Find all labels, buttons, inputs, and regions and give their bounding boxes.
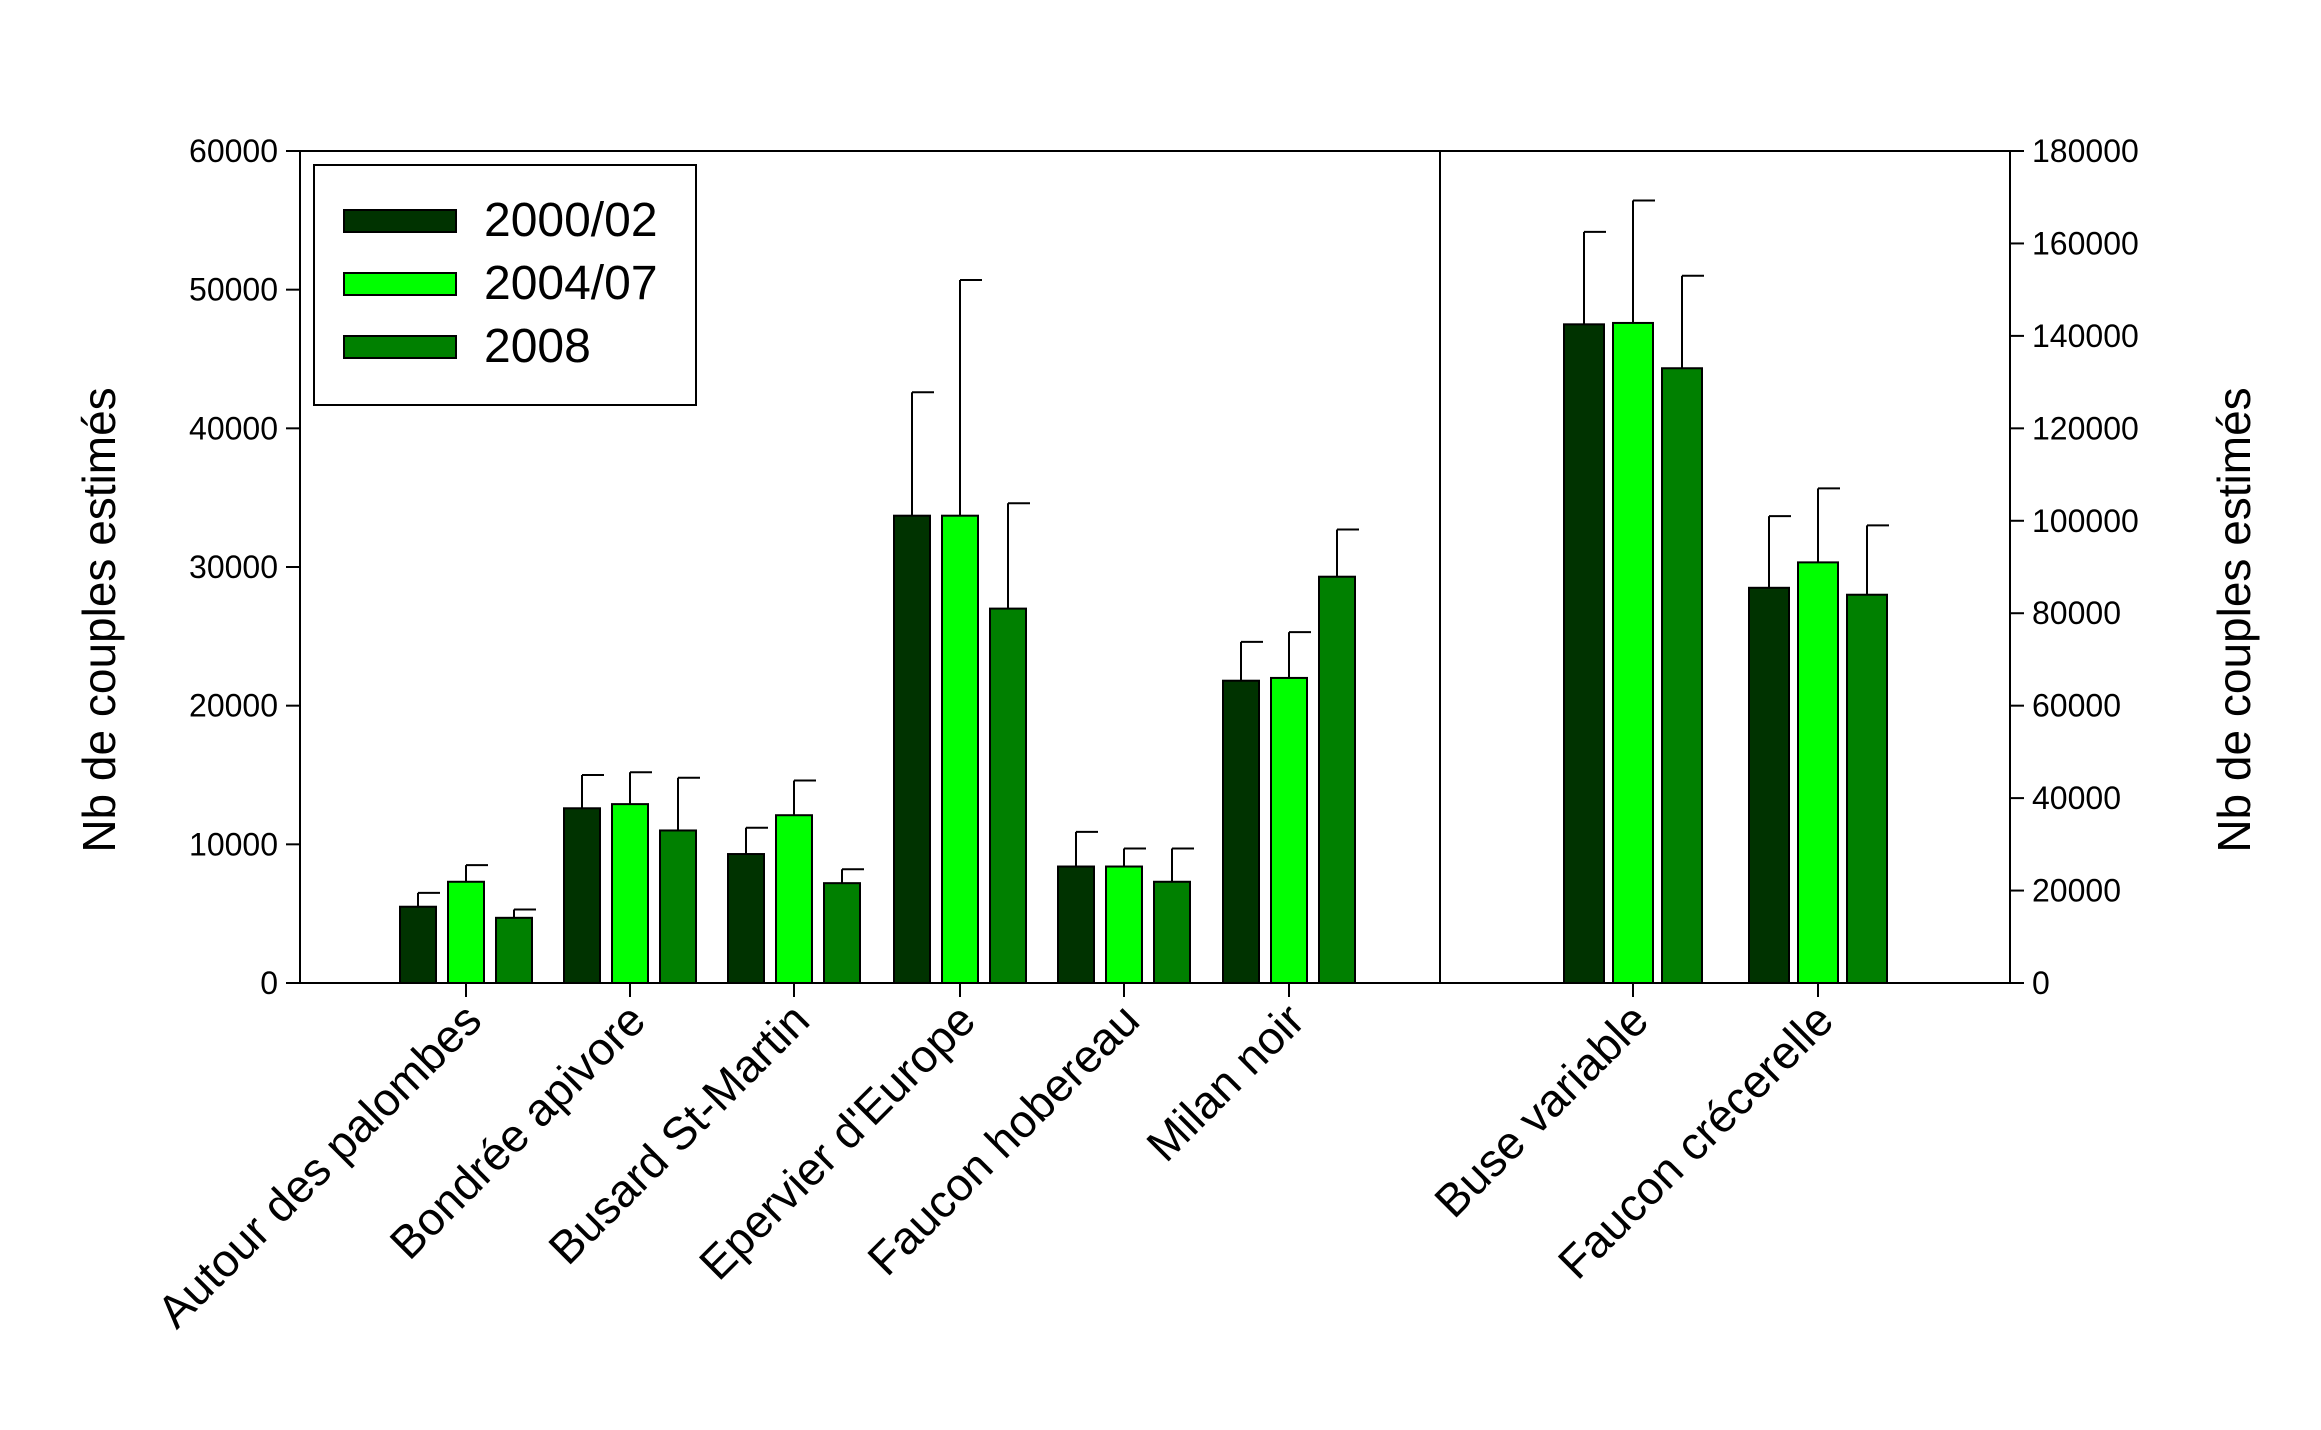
left-tick-label: 50000 [189,272,278,308]
bar [1563,323,1605,985]
bar [1270,676,1308,985]
bar [611,803,649,984]
error-bars [417,199,1889,918]
bar [1748,586,1790,984]
right-tick-label: 0 [2032,965,2050,1001]
bar [989,607,1027,984]
bar [1612,321,1654,984]
right-tick-label: 180000 [2032,133,2139,169]
bar [1222,679,1260,984]
legend-swatch [343,335,457,359]
legend-swatch [343,272,457,296]
right-tick-label: 40000 [2032,780,2121,816]
left-y-axis: 0 10000 20000 30000 40000 50000 60000 [189,133,300,1001]
left-tick-label: 0 [260,965,278,1001]
right-tick-label: 20000 [2032,873,2121,909]
bar [1105,865,1143,985]
left-tick-label: 30000 [189,549,278,585]
left-tick-label: 40000 [189,410,278,446]
right-axis-label: Nb de couples estimés [2208,387,2260,852]
bar [823,882,861,984]
category-label: Milan noir [1136,993,1314,1171]
left-tick-label: 10000 [189,826,278,862]
bar [1318,575,1356,984]
bar [495,916,533,984]
bar [1797,561,1839,985]
bar [1846,593,1888,984]
legend: 2000/02 2004/07 2008 [313,164,697,406]
left-axis-label: Nb de couples estimés [73,387,125,852]
left-tick-label: 60000 [189,133,278,169]
legend-label: 2008 [484,320,591,373]
legend-label: 2000/02 [484,194,658,247]
bar [1057,865,1095,985]
category-label: Epervier d'Europe [689,993,985,1289]
bar [941,514,979,985]
right-tick-label: 100000 [2032,503,2139,539]
legend-label: 2004/07 [484,257,658,310]
category-label: Autour des palombes [147,993,491,1337]
bar [659,829,697,985]
right-y-axis: 0 20000 40000 60000 80000 100000 120000 140000 1… [2010,133,2139,1001]
left-tick-label: 20000 [189,688,278,724]
bar [447,880,485,984]
bars [399,321,1888,985]
bar [563,807,601,985]
bar [775,814,813,984]
right-tick-label: 140000 [2032,318,2139,354]
category-label: Faucon hobereau [857,993,1149,1285]
bar [1153,880,1191,984]
right-tick-label: 60000 [2032,688,2121,724]
bar [893,514,931,985]
right-tick-label: 160000 [2032,225,2139,261]
right-tick-label: 80000 [2032,595,2121,631]
right-tick-label: 120000 [2032,410,2139,446]
bar [727,853,765,984]
bar [399,905,437,985]
legend-swatch [343,209,457,233]
bar [1661,367,1703,984]
